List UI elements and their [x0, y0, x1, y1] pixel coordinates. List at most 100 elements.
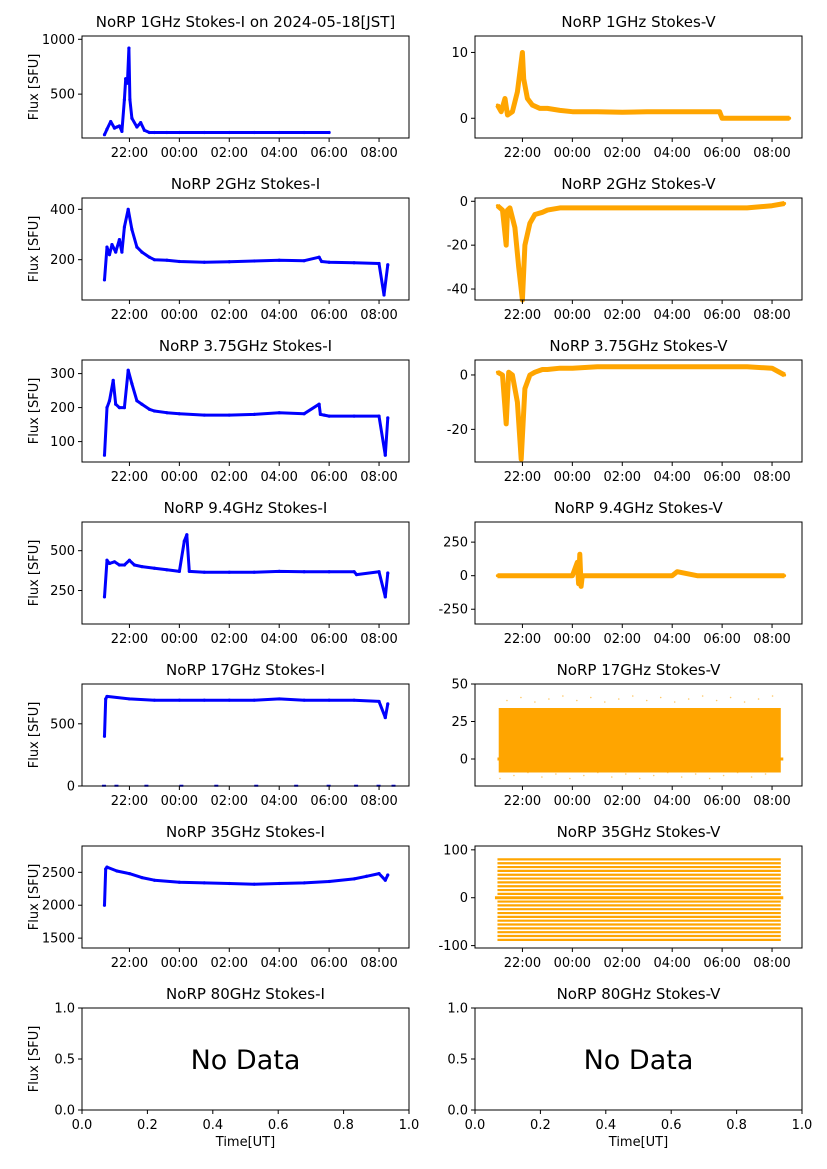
data-point: [570, 206, 574, 210]
data-point: [570, 366, 574, 370]
data-point: [227, 413, 231, 417]
data-point: [720, 116, 724, 120]
x-tick-label: 06:00: [703, 146, 740, 161]
data-point: [507, 370, 511, 374]
y-axis-label: Flux [SFU]: [27, 540, 42, 607]
x-tick-label: 08:00: [360, 308, 397, 323]
x-tick-label: 00:00: [161, 794, 198, 809]
subplot-i6: NoRP 35GHz Stokes-I 22:00 00:00 02:00 04:00 0…: [27, 823, 410, 971]
data-point: [147, 255, 151, 259]
x-tick-label: 1.0: [399, 1118, 420, 1133]
x-tick-label: 04:00: [260, 794, 297, 809]
no-data-annotation: No Data: [191, 1045, 301, 1076]
data-point: [187, 569, 191, 574]
x-tick-label: 06:00: [703, 470, 740, 485]
data-point: [645, 206, 649, 210]
axes-frame: [474, 197, 803, 301]
data-point: [520, 50, 525, 55]
data-point: [327, 570, 331, 574]
data-point: [147, 130, 151, 135]
x-tick-label: 06:00: [310, 470, 347, 485]
x-tick-label: 22:00: [504, 470, 541, 485]
subplot-title: NoRP 1GHz Stokes-I on 2024-05-18[JST]: [96, 13, 396, 31]
subplot-title: NoRP 80GHz Stokes-I: [166, 985, 325, 1003]
data-point: [510, 110, 515, 114]
data-point: [135, 245, 139, 249]
data-point: [771, 695, 774, 697]
data-point: [558, 206, 562, 210]
data-point: [555, 773, 557, 775]
data-point: [132, 563, 137, 567]
no-data-annotation: No Data: [584, 1045, 694, 1076]
x-tick-label: 0.0: [72, 1118, 93, 1133]
data-point: [745, 206, 749, 210]
y-tick-label: 0: [460, 195, 468, 210]
subplot-i1: NoRP 1GHz Stokes-I on 2024-05-18[JST] 22:…: [27, 13, 410, 161]
data-point: [720, 206, 724, 210]
data-point: [570, 574, 574, 578]
x-tick-label: 08:00: [360, 146, 397, 161]
x-tick-label: 04:00: [653, 632, 690, 647]
x-tick-label: 08:00: [753, 470, 790, 485]
subplot-title: NoRP 80GHz Stokes-V: [557, 985, 722, 1003]
data-point: [102, 903, 107, 907]
data-point: [120, 250, 124, 254]
x-tick-label: 06:00: [703, 308, 740, 323]
y-tick-label: 1500: [42, 932, 75, 947]
data-point: [522, 77, 526, 81]
subplot-i4: NoRP 9.4GHz Stokes-I 22:00 00:00 02:00 04:00…: [27, 499, 410, 647]
data-point: [595, 110, 599, 114]
x-tick-label: 08:00: [360, 956, 397, 971]
data-point: [114, 402, 118, 406]
y-tick-label: -100: [438, 939, 468, 954]
data-point: [364, 874, 369, 878]
x-tick-label: 02:00: [211, 470, 248, 485]
data-point: [102, 595, 107, 599]
data-point: [302, 412, 306, 416]
data-point: [729, 696, 732, 699]
data-point: [152, 409, 156, 413]
data-point: [114, 250, 118, 254]
data-point: [354, 572, 359, 577]
x-tick-label: 02:00: [211, 956, 248, 971]
y-tick-label: 100: [443, 843, 468, 858]
subplot-title: NoRP 1GHz Stokes-V: [561, 13, 716, 31]
data-point: [252, 259, 256, 263]
data-point: [782, 201, 787, 206]
data-series-line: [103, 368, 390, 457]
y-tick-label: 0: [460, 112, 468, 127]
data-point: [128, 98, 132, 102]
subplot-v5: NoRP 17GHz Stokes-V 22:00 00:00 02:00 04:00 0…: [451, 661, 803, 809]
data-series-line: [103, 694, 390, 737]
data-point: [115, 125, 119, 129]
x-tick-label: 00:00: [554, 470, 591, 485]
data-point: [645, 110, 649, 114]
x-tick-label: 04:00: [260, 470, 297, 485]
data-point: [578, 552, 582, 556]
subplot-i3: NoRP 3.75GHz Stokes-I 22:00 00:00 02:00 04:0…: [27, 337, 410, 485]
data-point: [122, 98, 127, 102]
x-tick-label: 1.0: [792, 1118, 813, 1133]
data-point: [227, 881, 231, 886]
data-point: [770, 204, 774, 208]
data-point: [227, 570, 231, 574]
data-point: [110, 242, 114, 247]
data-point: [530, 103, 535, 107]
subplot-title: NoRP 9.4GHz Stokes-V: [554, 499, 723, 517]
data-point: [620, 110, 624, 114]
data-point: [694, 773, 697, 775]
data-point: [135, 125, 139, 129]
x-tick-label: 08:00: [753, 956, 790, 971]
data-point: [720, 574, 724, 578]
data-point: [604, 701, 606, 703]
data-point: [127, 872, 132, 876]
data-point: [165, 130, 169, 135]
data-point: [548, 698, 550, 700]
data-point: [352, 414, 356, 418]
data-point: [743, 701, 746, 703]
x-tick-label: 04:00: [653, 956, 690, 971]
x-tick-label: 08:00: [360, 632, 397, 647]
data-point: [377, 872, 381, 876]
x-tick-label: 02:00: [604, 146, 641, 161]
data-point: [722, 774, 725, 777]
